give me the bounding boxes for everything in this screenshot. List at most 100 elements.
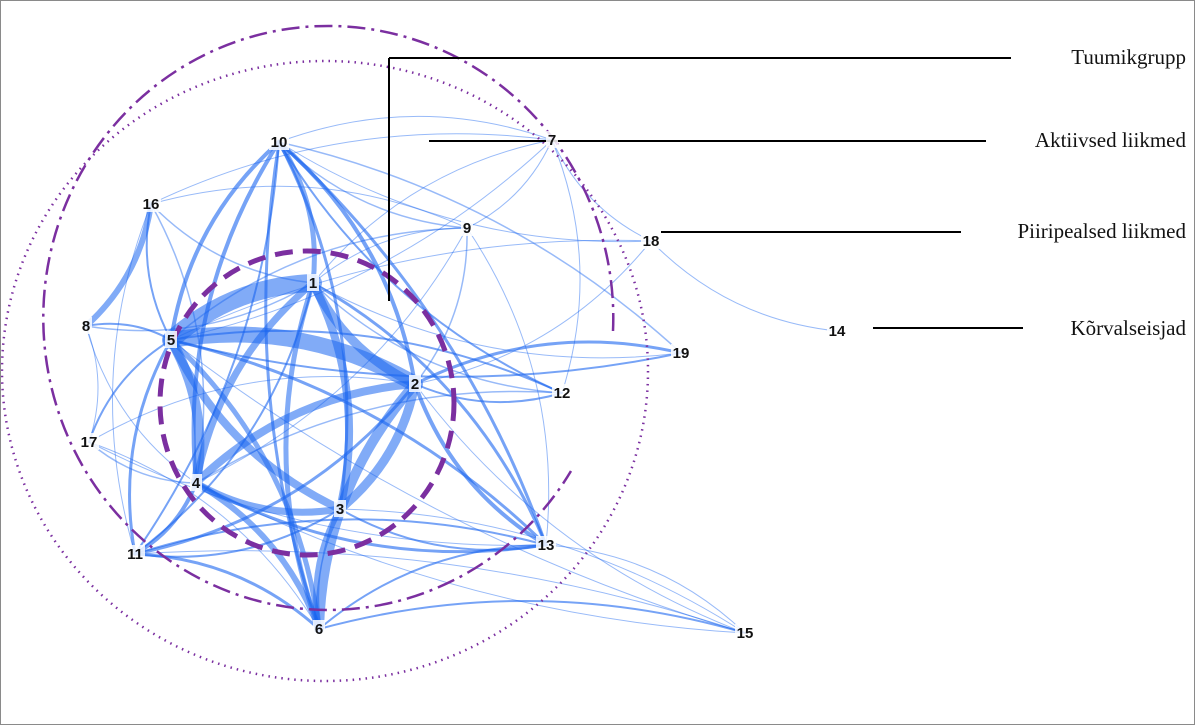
node-2: 2: [409, 375, 421, 393]
node-3: 3: [334, 500, 346, 518]
edge-10-6: [264, 140, 321, 631]
edge-19-10: [278, 141, 682, 354]
edge-16-8: [83, 201, 154, 329]
node-label-18: 18: [643, 233, 660, 250]
edge-17-2: [88, 376, 416, 443]
node-box: [190, 474, 202, 491]
node-label-1: 1: [309, 275, 317, 292]
edge-8-5: [85, 322, 172, 341]
edge-7-5: [170, 139, 553, 341]
edge-16-5: [145, 203, 172, 341]
node-13: 13: [536, 536, 556, 554]
node-label-8: 8: [82, 318, 90, 335]
node-14: 14: [827, 322, 847, 340]
node-box: [735, 624, 755, 641]
edge-18-5: [170, 239, 652, 341]
node-label-13: 13: [538, 537, 555, 554]
node-label-6: 6: [315, 621, 323, 638]
edge-17-13: [88, 441, 547, 546]
edge-9-4: [195, 227, 468, 484]
edge-13-5: [169, 338, 548, 547]
legend-label-outsider: Kõrvalseisjad: [1071, 316, 1187, 340]
node-label-12: 12: [554, 385, 571, 402]
node-4: 4: [190, 474, 202, 492]
edge-18-7: [551, 139, 652, 242]
edge-13-6: [318, 544, 547, 630]
node-box: [141, 195, 161, 212]
edge-9-13: [466, 227, 550, 546]
edge-19-5: [170, 339, 682, 378]
edge-15-5: [170, 339, 746, 634]
edges-layer: [83, 115, 838, 634]
edge-16-4: [150, 203, 205, 484]
edge-2-4: [192, 380, 419, 487]
core-ring: [157, 248, 457, 558]
node-9: 9: [461, 219, 473, 237]
node-box: [334, 500, 346, 517]
edge-10-3: [277, 140, 349, 511]
node-19: 19: [671, 344, 691, 362]
edge-15-4: [195, 482, 746, 634]
node-15: 15: [735, 624, 755, 642]
edge-12-1: [312, 282, 563, 394]
edge-13-3: [339, 508, 547, 551]
edge-12-4: [195, 390, 563, 484]
node-label-19: 19: [673, 345, 690, 362]
edge-7-12: [551, 139, 581, 394]
peripheral-ring: [1, 59, 650, 683]
node-box: [671, 344, 691, 361]
edge-13-15: [545, 544, 746, 634]
node-label-14: 14: [829, 323, 846, 340]
node-label-3: 3: [336, 501, 344, 518]
edge-12-5: [170, 329, 563, 394]
edge-11-2: [133, 382, 417, 556]
node-box: [80, 317, 92, 334]
node-18: 18: [641, 232, 661, 250]
node-label-17: 17: [81, 434, 98, 451]
edge-7-16: [150, 133, 553, 205]
node-box: [552, 384, 572, 401]
legend-lines: [388, 57, 1023, 329]
edge-11-1: [134, 282, 314, 555]
edge-11-5: [128, 338, 173, 556]
edge-17-5: [88, 339, 172, 443]
node-box: [125, 545, 145, 562]
edge-9-2: [414, 227, 468, 385]
edge-10-5: [169, 140, 281, 342]
node-1: 1: [307, 274, 319, 292]
edge-15-11: [134, 550, 746, 634]
node-box: [461, 219, 473, 236]
edge-15-2: [414, 383, 746, 634]
node-label-9: 9: [463, 220, 471, 237]
edge-15-6: [318, 599, 746, 634]
node-12: 12: [552, 384, 572, 402]
node-box: [165, 331, 177, 348]
rings-layer: [1, 24, 650, 683]
edge-9-7: [466, 139, 553, 229]
edge-5-6: [168, 337, 322, 632]
legend-label-peripheral: Piiripealsed liikmed: [1017, 219, 1186, 243]
edge-13-2: [413, 382, 548, 547]
edge-9-1: [312, 227, 468, 284]
node-box: [269, 133, 289, 150]
edge-18-10: [278, 141, 652, 243]
node-5: 5: [165, 331, 177, 349]
edge-2-3: [335, 379, 420, 514]
edge-10-4: [191, 140, 281, 485]
edge-8-17: [85, 325, 99, 443]
node-box: [79, 433, 99, 450]
node-label-10: 10: [271, 134, 288, 151]
node-box: [536, 536, 556, 553]
legend-label-core: Tuumikgrupp: [1071, 45, 1186, 69]
edge-12-2: [414, 383, 563, 404]
node-label-15: 15: [737, 625, 754, 642]
node-label-16: 16: [143, 196, 160, 213]
node-7: 7: [546, 131, 558, 149]
edge-19-1: [312, 282, 682, 359]
node-label-5: 5: [167, 332, 175, 349]
node-box: [307, 274, 319, 291]
edge-10-12: [278, 141, 563, 394]
